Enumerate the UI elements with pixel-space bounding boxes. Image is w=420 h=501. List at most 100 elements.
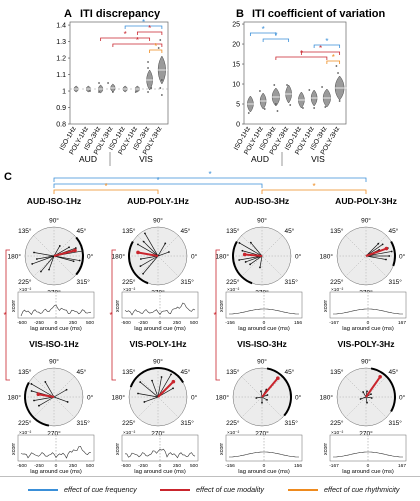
mean-vector (157, 380, 175, 398)
panel-b-title: ITI coefficient of variation (252, 8, 386, 20)
angle-label: 315° (180, 278, 194, 286)
y-tick-label: 15 (232, 62, 240, 69)
xcorr-scale-label: ×10⁻² (123, 430, 136, 436)
mean-vector-head (242, 252, 247, 257)
panel-a: A ITI discrepancy 0.80.911.11.21.31.4 **… (56, 8, 169, 166)
legend-rhythmicity-label: effect of cue rhythmicity (324, 485, 400, 494)
polar-gridline (345, 376, 387, 418)
xcorr-tick-label: 156 (294, 320, 302, 326)
significance-star: * (124, 30, 127, 39)
panel-b-significance-brackets: ****** (249, 25, 341, 64)
phase-vector (157, 376, 162, 398)
xcorr-trace (124, 448, 196, 459)
xcorr-tick-label: 0 (159, 463, 162, 469)
xcorr-tick-label: 500 (86, 463, 94, 469)
phase-vector-head (81, 250, 84, 252)
phase-vector-head (139, 381, 142, 383)
top-bracket-star: * (156, 176, 159, 185)
angle-label: 45° (180, 368, 190, 376)
outlier-point (98, 91, 100, 93)
xcorr-tick-label: 500 (86, 320, 94, 326)
cell-aud-iso-3hz: AUD-ISO-3Hz90°45°0°315°270°225°180°135°x… (216, 196, 303, 332)
phase-vector-head (78, 259, 81, 262)
xcorr-lag-label: lag around cue (ms) (342, 469, 394, 475)
xcorr-scale-label: ×10⁻² (227, 430, 240, 436)
phase-vector-head (168, 251, 170, 253)
phase-vector (53, 396, 68, 403)
phase-vector-head (266, 399, 268, 401)
y-tick-label: 5 (236, 102, 240, 109)
angle-label: 180° (216, 253, 230, 261)
xcorr-lag-label: lag around cue (ms) (134, 326, 186, 332)
phase-vector (53, 255, 74, 262)
top-bracket (53, 183, 263, 188)
xcorr-lag-label: lag around cue (ms) (238, 326, 290, 332)
phase-vector (53, 245, 61, 257)
y-tick-label: 1.3 (56, 39, 66, 46)
polar-gridline (137, 376, 179, 418)
outlier-point (159, 87, 162, 89)
phase-vector-head (160, 376, 163, 378)
phase-arc (24, 382, 50, 427)
phase-vector (239, 242, 263, 257)
phase-vector (32, 255, 55, 265)
angle-label: 180° (8, 394, 22, 402)
significance-bracket (275, 56, 328, 60)
angle-label: 225° (226, 278, 240, 286)
significance-bracket (300, 51, 341, 55)
top-bracket (53, 189, 159, 194)
significance-star: * (300, 49, 303, 58)
phase-vector (365, 396, 368, 403)
angle-label: 225° (18, 278, 32, 286)
xcorr-tick-label: 0 (263, 320, 266, 326)
phase-vector (250, 242, 263, 257)
xcorr-tick-label: 0 (367, 320, 370, 326)
xcorr-tick-label: -500 (121, 320, 131, 326)
outlier-point (286, 84, 288, 86)
side-bracket (5, 249, 10, 381)
significance-bracket (262, 38, 290, 42)
legend-frequency: effect of cue frequency (28, 485, 137, 494)
xcorr-tick-label: 250 (173, 320, 181, 326)
panel-b-axes: 0 5 10 15 20 25 (232, 22, 347, 129)
xcorr-scale-label: ×10⁻² (19, 430, 32, 436)
phase-vector (31, 383, 55, 398)
angle-label: 45° (284, 227, 294, 235)
top-bracket (261, 189, 367, 194)
legend-rhythmicity-line (288, 489, 318, 492)
xcorr-tick-label: 250 (173, 463, 181, 469)
angle-label: 180° (320, 253, 334, 261)
phase-vector-head (390, 250, 393, 253)
xcorr-tick-label: -156 (225, 463, 235, 469)
cell-aud-poly-3hz: AUD-POLY-3Hz90°45°0°315°270°225°180°135°… (320, 196, 407, 332)
angle-label: 270° (359, 430, 373, 438)
angle-label: 0° (295, 394, 302, 402)
angle-label: 45° (180, 227, 190, 235)
xcorr-lag-label: lag around cue (ms) (30, 469, 82, 475)
phase-vector (157, 374, 172, 398)
outlier-point (259, 90, 261, 92)
cell-aud-poly-1hz: AUD-POLY-1Hz90°45°0°315°270°225°180°135°… (112, 196, 199, 332)
panel-b: B ITI coefficient of variation 0 5 10 15 20 2… (232, 8, 386, 166)
phase-vector-head (249, 241, 252, 244)
mean-vector (137, 251, 159, 257)
phase-vector (151, 380, 159, 398)
phase-vector-head (44, 381, 47, 383)
polar-gridline (345, 376, 387, 418)
significance-star: * (274, 31, 277, 40)
panel-b-letter: B (236, 8, 244, 20)
angle-label: 45° (388, 368, 398, 376)
significance-bracket (249, 32, 277, 36)
phase-vector (157, 243, 166, 257)
angle-label: 135° (18, 227, 32, 235)
angle-label: 90° (153, 358, 163, 366)
xcorr-trace (333, 451, 403, 458)
angle-label: 135° (226, 368, 240, 376)
polar-title: VIS-POLY-1Hz (130, 339, 187, 349)
polar-title: AUD-ISO-3Hz (235, 196, 289, 206)
significance-star: * (319, 44, 322, 53)
mean-vector (244, 253, 263, 257)
phase-vector-head (261, 401, 263, 404)
angle-label: 315° (76, 419, 90, 427)
angle-label: 0° (87, 253, 94, 261)
